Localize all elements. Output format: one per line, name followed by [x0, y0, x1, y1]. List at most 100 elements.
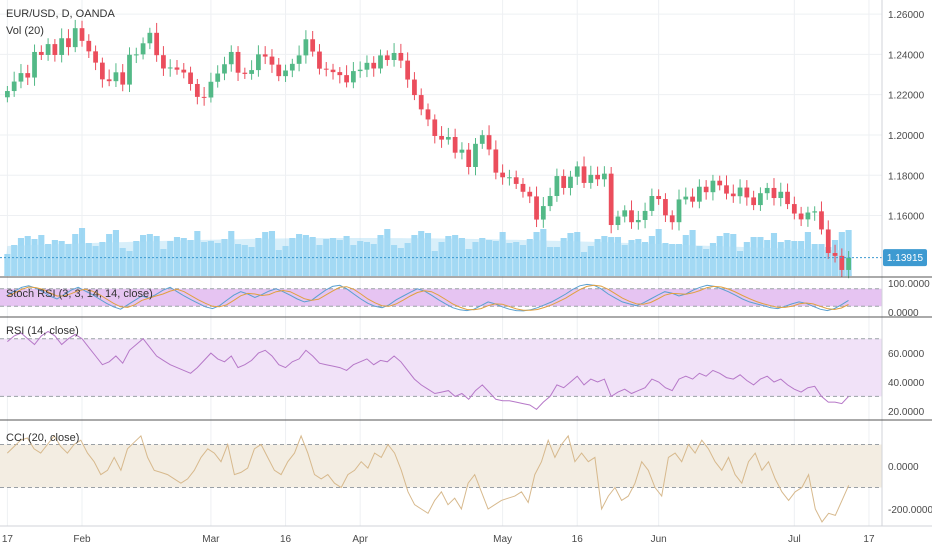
- candle-body[interactable]: [635, 219, 641, 223]
- candle-body[interactable]: [568, 176, 573, 188]
- candle-body[interactable]: [364, 62, 370, 70]
- candle-body[interactable]: [452, 136, 458, 153]
- candle-body[interactable]: [819, 211, 824, 230]
- candle-body[interactable]: [93, 51, 98, 63]
- rsi-pane[interactable]: [0, 330, 882, 411]
- candle-body[interactable]: [520, 183, 526, 192]
- candle-body[interactable]: [133, 54, 139, 56]
- candle-body[interactable]: [296, 55, 302, 64]
- candle-body[interactable]: [703, 186, 709, 193]
- candle-body[interactable]: [262, 54, 268, 57]
- candle-body[interactable]: [120, 72, 126, 85]
- candle-body[interactable]: [513, 177, 519, 184]
- candle-body[interactable]: [323, 68, 329, 70]
- candle-body[interactable]: [412, 79, 417, 96]
- candle-body[interactable]: [357, 69, 363, 72]
- candle-body[interactable]: [344, 75, 349, 83]
- candle-body[interactable]: [215, 73, 221, 82]
- candle-body[interactable]: [588, 174, 594, 183]
- candle-body[interactable]: [595, 174, 600, 180]
- candle-body[interactable]: [79, 28, 85, 41]
- candle-body[interactable]: [710, 180, 716, 193]
- candle-body[interactable]: [99, 62, 105, 80]
- candle-body[interactable]: [608, 173, 614, 226]
- candle-body[interactable]: [717, 180, 723, 186]
- candle-body[interactable]: [669, 215, 675, 223]
- candlestick-series[interactable]: [0, 19, 882, 279]
- candle-body[interactable]: [228, 51, 234, 65]
- candle-body[interactable]: [832, 253, 838, 256]
- candle-body[interactable]: [561, 176, 567, 188]
- candle-body[interactable]: [812, 211, 818, 213]
- candle-body[interactable]: [751, 197, 757, 206]
- candle-body[interactable]: [378, 55, 383, 69]
- candle-body[interactable]: [106, 79, 112, 82]
- candle-body[interactable]: [337, 72, 343, 76]
- candle-body[interactable]: [683, 196, 689, 200]
- candle-body[interactable]: [656, 196, 662, 200]
- candle-body[interactable]: [466, 149, 472, 167]
- candle-body[interactable]: [486, 135, 492, 150]
- candle-body[interactable]: [330, 69, 336, 73]
- candle-body[interactable]: [52, 44, 58, 55]
- candle-body[interactable]: [38, 51, 44, 55]
- candle-body[interactable]: [629, 210, 634, 223]
- candle-body[interactable]: [839, 255, 845, 270]
- candle-body[interactable]: [208, 81, 214, 98]
- candle-body[interactable]: [188, 72, 193, 84]
- candle-body[interactable]: [242, 72, 248, 74]
- candle-body[interactable]: [602, 173, 607, 180]
- candle-body[interactable]: [805, 212, 811, 220]
- candle-body[interactable]: [445, 136, 451, 140]
- candle-body[interactable]: [405, 60, 411, 80]
- candle-body[interactable]: [276, 64, 282, 77]
- candle-body[interactable]: [581, 166, 587, 183]
- candle-body[interactable]: [269, 56, 275, 65]
- candle-body[interactable]: [574, 166, 580, 177]
- candle-body[interactable]: [527, 191, 533, 197]
- candle-body[interactable]: [744, 187, 750, 198]
- candle-body[interactable]: [303, 39, 309, 56]
- candle-body[interactable]: [351, 71, 356, 83]
- candle-body[interactable]: [554, 176, 560, 197]
- candle-body[interactable]: [473, 143, 478, 167]
- candle-body[interactable]: [758, 193, 763, 206]
- stoch-rsi-pane[interactable]: [0, 283, 882, 312]
- candle-body[interactable]: [771, 187, 777, 199]
- candle-body[interactable]: [459, 149, 465, 153]
- candle-body[interactable]: [11, 81, 17, 92]
- cci-pane[interactable]: [0, 434, 882, 523]
- candle-body[interactable]: [642, 210, 648, 220]
- candle-body[interactable]: [479, 135, 485, 144]
- candle-body[interactable]: [140, 43, 146, 55]
- candle-body[interactable]: [310, 39, 316, 52]
- candle-body[interactable]: [507, 177, 512, 179]
- candle-body[interactable]: [690, 196, 695, 202]
- candle-body[interactable]: [418, 95, 424, 110]
- candle-body[interactable]: [154, 32, 160, 56]
- candle-body[interactable]: [45, 44, 51, 55]
- candle-body[interactable]: [59, 38, 65, 55]
- candle-body[interactable]: [66, 38, 71, 48]
- candle-body[interactable]: [113, 72, 119, 82]
- candle-body[interactable]: [649, 196, 655, 211]
- candle-body[interactable]: [18, 73, 24, 82]
- candle-body[interactable]: [785, 191, 790, 205]
- candle-body[interactable]: [534, 196, 539, 220]
- candle-body[interactable]: [615, 216, 621, 226]
- candle-body[interactable]: [256, 54, 261, 71]
- candle-body[interactable]: [317, 51, 322, 69]
- candle-body[interactable]: [384, 55, 390, 61]
- candle-body[interactable]: [25, 73, 31, 78]
- candle-body[interactable]: [663, 199, 668, 216]
- candle-body[interactable]: [676, 199, 682, 223]
- candle-body[interactable]: [493, 149, 499, 173]
- candle-body[interactable]: [737, 187, 743, 197]
- candle-body[interactable]: [283, 70, 288, 77]
- candle-body[interactable]: [235, 51, 241, 73]
- candle-body[interactable]: [425, 109, 431, 120]
- candle-body[interactable]: [540, 206, 546, 220]
- candle-body[interactable]: [622, 210, 628, 217]
- candle-body[interactable]: [86, 40, 92, 52]
